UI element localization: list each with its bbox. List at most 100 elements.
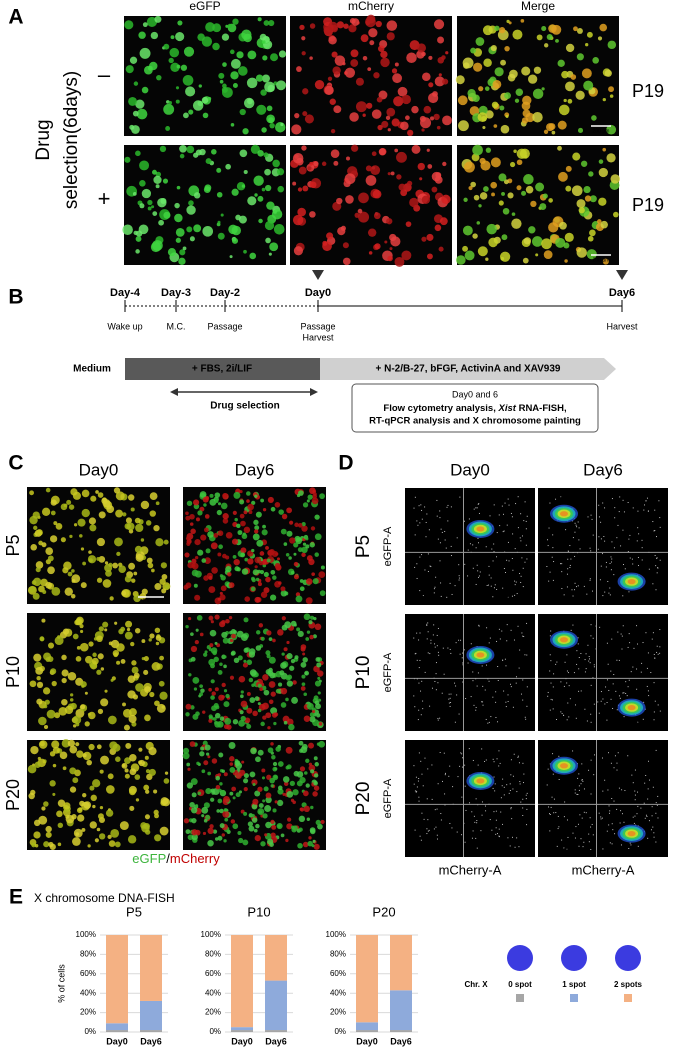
event [621,813,623,815]
event [549,830,551,832]
cell [222,637,229,644]
cell [136,108,148,120]
event [507,700,509,702]
medium-arrow [320,358,616,380]
cell [236,630,244,638]
cell [84,691,88,695]
cell [184,552,190,558]
legend-label: 1 spot [562,980,586,989]
cell [565,43,575,53]
event [503,794,505,796]
event [605,566,607,568]
cell [278,581,282,585]
cell [208,687,212,692]
cell [506,19,510,24]
cell [105,785,115,794]
event [467,662,469,664]
cell [463,62,470,69]
axis-label: mCherry-A [439,862,502,877]
cell [144,686,151,693]
event [615,690,617,692]
event [654,700,656,702]
cell [282,776,290,783]
event [617,631,619,633]
event [438,654,440,656]
cell [536,34,543,41]
cell [431,186,438,193]
cell [219,79,224,84]
cell [532,88,544,100]
cell [332,66,341,75]
cell [384,240,388,244]
event [590,793,592,795]
x-tick-label: Day0 [231,1036,253,1046]
cell [174,213,183,223]
event [569,698,571,700]
cell [462,245,468,252]
row-title: selection(6days) [61,71,82,209]
cell [69,786,77,793]
event [499,525,501,527]
event [574,555,576,557]
event [549,502,551,504]
event [504,502,506,504]
cell [349,112,359,122]
cell [306,499,310,503]
event [429,653,431,655]
cell [280,687,288,695]
cell [589,229,596,237]
event [422,700,424,702]
cell [343,23,349,29]
event [421,554,423,556]
quadrant-label: Q1: 32.95% [542,492,577,499]
event [628,591,630,593]
cell [268,637,273,642]
cell [134,774,141,780]
cell [141,86,149,94]
cell [247,50,257,60]
cell [32,577,42,587]
cell [121,762,128,769]
event [569,566,571,568]
event [517,755,519,757]
cell [342,62,346,66]
event [568,716,570,718]
cell [305,578,313,585]
cell [500,251,511,262]
event [577,793,579,795]
cell [199,684,204,689]
cell [292,152,304,164]
cell [235,792,241,798]
cell [329,98,336,105]
event [574,789,576,791]
cell [423,105,432,114]
event [430,639,432,641]
cell [362,113,366,117]
event [550,806,552,808]
event [420,760,422,762]
cell [386,32,395,41]
cell [144,814,150,820]
cell [230,638,234,643]
cell [129,754,137,762]
cell [610,174,620,184]
event [472,567,474,569]
day-label: Day-4 [110,287,141,299]
cell [114,621,118,625]
cell [119,821,129,831]
event [650,672,652,674]
event [555,812,557,814]
cell [161,573,168,580]
cell [131,660,137,666]
cell [88,558,93,563]
cell [314,552,319,557]
flow-plot [405,614,535,731]
event [646,497,648,499]
cell [240,552,246,558]
cell [67,571,73,577]
cell [222,810,230,818]
cell [302,502,309,508]
cell [301,743,308,750]
event [600,700,602,702]
cell [397,86,408,97]
